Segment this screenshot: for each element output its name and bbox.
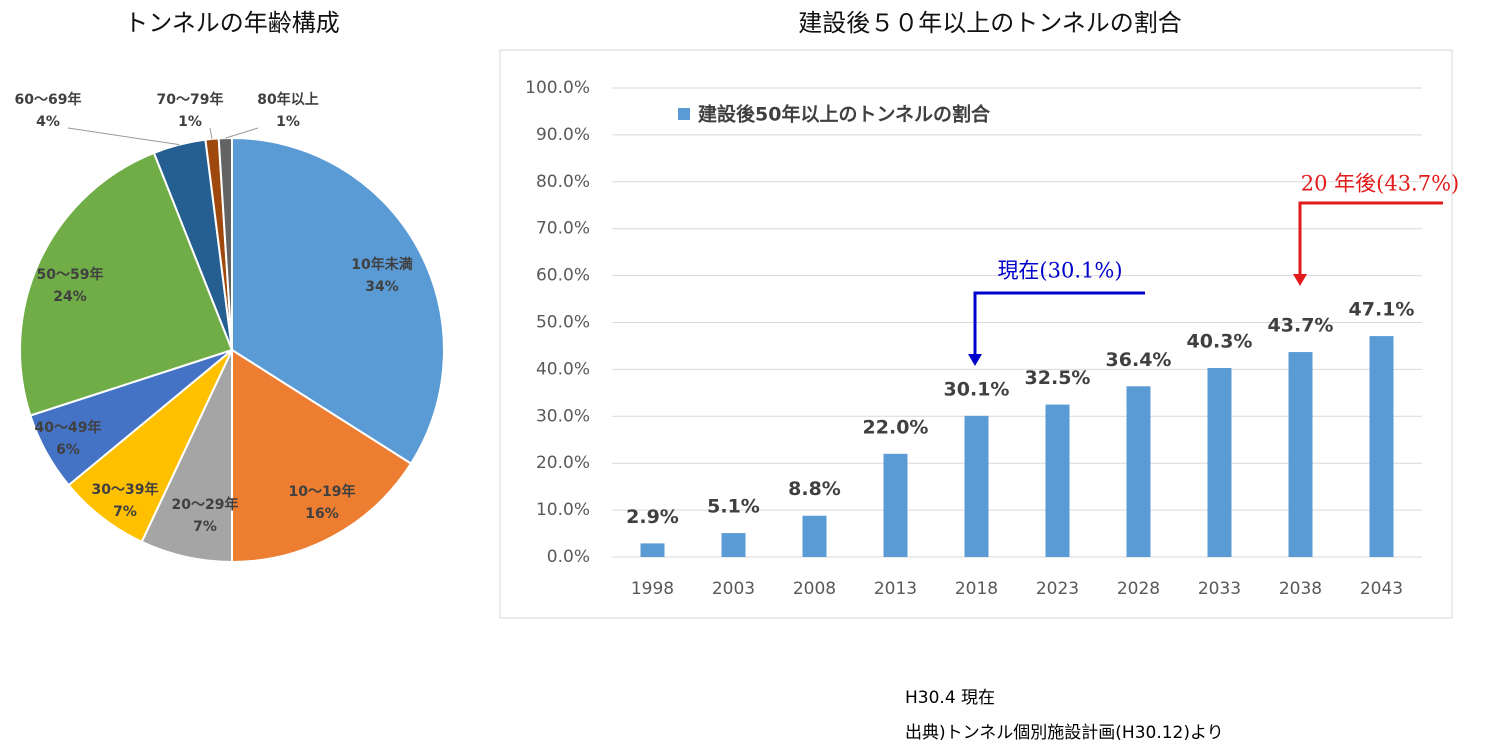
x-tick-label: 2028 [1117,579,1160,599]
pie-category-label: 10～19年 [289,483,356,500]
bar-value-label: 2.9% [626,506,679,528]
pie-category-label: 10年未満 [351,256,412,273]
bar-value-label: 43.7% [1268,315,1334,337]
pie-value-label: 7% [193,519,217,535]
annotation: 20 年後(43.7%) [1301,172,1460,196]
bar-value-label: 30.1% [944,378,1010,400]
bar-title: 建設後５０年以上のトンネルの割合 [798,9,1182,37]
bar-value-label: 32.5% [1025,367,1091,389]
pie-category-label: 40～49年 [35,419,102,436]
x-tick-label: 1998 [631,579,674,599]
bar [1045,404,1070,557]
y-tick-label: 90.0% [536,125,590,145]
pie-value-label: 1% [178,114,202,130]
y-tick-label: 40.0% [536,359,590,379]
x-tick-label: 2023 [1036,579,1079,599]
annotation-arrow [1298,201,1443,277]
legend-swatch [678,108,690,120]
x-tick-label: 2008 [793,579,836,599]
annotation: 現在(30.1%) [997,259,1122,283]
bar [721,533,746,557]
annotation-arrow [973,291,1145,358]
pie-slice [231,348,413,564]
x-tick-label: 2033 [1198,579,1241,599]
pie-value-label: 1% [276,114,300,130]
x-tick-label: 2003 [712,579,755,599]
y-tick-label: 20.0% [536,453,590,473]
y-tick-label: 80.0% [536,172,590,192]
pie-title: トンネルの年齢構成 [124,9,340,37]
note: 出典)トンネル個別施設計画(H30.12)より [905,723,1224,743]
x-tick-label: 2013 [874,579,917,599]
bar [640,543,665,557]
y-tick-label: 70.0% [536,219,590,239]
bar [1369,336,1394,557]
bar-value-label: 47.1% [1349,299,1415,321]
pie-value-label: 34% [365,279,399,295]
bar [964,415,989,557]
pie-value-label: 7% [113,504,137,520]
x-tick-label: 2018 [955,579,998,599]
x-tick-label: 2043 [1360,579,1403,599]
bar [1126,386,1151,557]
bar-value-label: 22.0% [863,416,929,438]
arrow-head [968,354,982,366]
pie-value-label: 24% [53,289,87,305]
leader-line [67,127,180,146]
arrow-head [1293,274,1307,286]
note: H30.4 現在 [905,688,995,708]
y-tick-label: 100.0% [525,78,590,98]
pie-value-label: 16% [305,506,339,522]
bar [1288,352,1313,557]
pie-value-label: 6% [56,442,80,458]
x-tick-label: 2038 [1279,579,1322,599]
bar [1207,367,1232,557]
pie-category-label: 30～39年 [92,481,159,498]
legend-label: 建設後50年以上のトンネルの割合 [698,103,991,126]
y-tick-label: 0.0% [547,547,590,567]
y-tick-label: 30.0% [536,406,590,426]
pie-value-label: 4% [36,114,60,130]
bar-value-label: 8.8% [788,478,841,500]
bar [802,515,827,557]
y-tick-label: 50.0% [536,313,590,333]
bar-value-label: 36.4% [1106,349,1172,371]
pie-category-label: 20～29年 [172,496,239,513]
bar-value-label: 5.1% [707,496,760,518]
y-tick-label: 60.0% [536,266,590,286]
y-tick-label: 10.0% [536,500,590,520]
bar-value-label: 40.3% [1187,330,1253,352]
leader-line [225,127,259,139]
pie-category-label: 50～59年 [37,266,104,283]
pie-category-label: 60～69年 [15,91,82,108]
pie-category-label: 80年以上 [257,91,318,108]
bar [883,453,908,557]
pie-slice [231,136,445,465]
leader-line [209,127,213,140]
pie-slice [217,136,233,351]
pie-category-label: 70～79年 [157,91,224,108]
